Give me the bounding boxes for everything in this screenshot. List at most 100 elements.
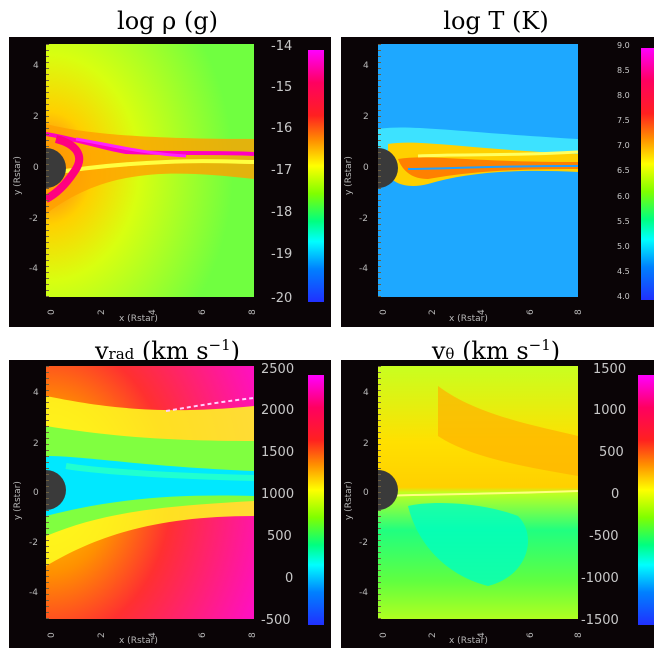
x-axis-label: x (Rstar) xyxy=(449,636,488,646)
x-tick-label: 0 xyxy=(47,632,57,638)
density-map xyxy=(46,44,254,297)
colorbar-tick: -14 xyxy=(271,39,293,54)
x-tick-label: 8 xyxy=(574,309,584,315)
panel-theta-velocity: vθ (km s−1) xyxy=(335,330,657,650)
y-tick-label: -4 xyxy=(29,588,38,598)
x-tick-label: 8 xyxy=(574,632,584,638)
y-axis-label: y (Rstar) xyxy=(13,156,23,195)
colorbar-tick: 500 xyxy=(599,445,624,460)
temperature-map xyxy=(378,44,578,297)
y-tick-label: -2 xyxy=(29,214,38,224)
colorbar-tick: 4.0 xyxy=(617,292,630,301)
plot-frame: 4 2 0 -2 -4 y (Rstar) 0 2 4 6 8 x (Rstar… xyxy=(9,37,331,327)
simulation-image xyxy=(378,366,578,619)
panel-temperature: log T (K) 4 2 0 -2 -4 y (Rstar) 0 2 4 6 … xyxy=(335,0,657,330)
x-axis-label: x (Rstar) xyxy=(119,636,158,646)
x-tick-label: 0 xyxy=(379,309,389,315)
title-close: ) xyxy=(550,337,561,365)
colorbar-tick: 6.0 xyxy=(617,192,630,201)
y-axis-ticks xyxy=(46,44,49,297)
x-tick-label: 2 xyxy=(428,309,438,315)
colorbar xyxy=(638,375,654,625)
colorbar-tick: 0 xyxy=(611,487,620,502)
y-tick-label: 4 xyxy=(363,388,369,398)
x-axis-label: x (Rstar) xyxy=(449,314,488,324)
plot-frame: 4 2 0 -2 -4 y (Rstar) 0 2 4 6 8 x (Rstar… xyxy=(9,360,331,648)
radial-velocity-map xyxy=(46,366,254,619)
x-tick-label: 6 xyxy=(526,309,536,315)
title-main: v xyxy=(94,337,109,365)
colorbar xyxy=(308,50,324,302)
panel-radial-velocity: vrad (km s−1) xyxy=(0,330,335,650)
colorbar-tick: 7.0 xyxy=(617,141,630,150)
panel-density: log ρ (g) xyxy=(0,0,335,330)
colorbar-tick: 2500 xyxy=(261,362,295,377)
x-tick-label: 8 xyxy=(248,309,258,315)
colorbar-tick: -19 xyxy=(271,247,293,262)
colorbar-tick: 9.0 xyxy=(617,41,630,50)
x-tick-label: 2 xyxy=(97,632,107,638)
x-tick-label: 6 xyxy=(198,632,208,638)
simulation-image xyxy=(46,366,254,619)
colorbar-tick: -500 xyxy=(589,529,619,544)
colorbar-tick: 8.5 xyxy=(617,66,630,75)
y-tick-label: -4 xyxy=(359,264,368,274)
colorbar-tick: 5.5 xyxy=(617,217,630,226)
x-tick-label: 0 xyxy=(379,632,389,638)
y-tick-label: 2 xyxy=(33,439,39,449)
y-tick-label: 0 xyxy=(363,488,369,498)
colorbar-tick: 7.5 xyxy=(617,116,630,125)
colorbar-tick: 1500 xyxy=(261,445,295,460)
colorbar-tick: -16 xyxy=(271,121,293,136)
plot-frame: 4 2 0 -2 -4 y (Rstar) 0 2 4 6 8 x (Rstar… xyxy=(341,37,654,327)
title-sup: −1 xyxy=(208,336,231,354)
y-axis-label: y (Rstar) xyxy=(344,481,354,520)
y-axis-label: y (Rstar) xyxy=(344,156,354,195)
colorbar-tick: -15 xyxy=(271,80,293,95)
x-tick-label: 6 xyxy=(198,309,208,315)
colorbar-tick: -500 xyxy=(261,613,291,628)
colorbar-tick: 4.5 xyxy=(617,267,630,276)
simulation-image xyxy=(378,44,578,297)
y-axis-ticks xyxy=(378,366,381,619)
title-main: v xyxy=(431,337,446,365)
x-tick-label: 2 xyxy=(97,309,107,315)
y-tick-label: 2 xyxy=(363,439,369,449)
y-tick-label: 0 xyxy=(363,163,369,173)
colorbar-tick: 5.0 xyxy=(617,242,630,251)
y-tick-label: -2 xyxy=(29,538,38,548)
colorbar-tick: 8.0 xyxy=(617,91,630,100)
simulation-image xyxy=(46,44,254,297)
colorbar-tick: 500 xyxy=(267,529,292,544)
y-axis-ticks xyxy=(46,366,49,619)
plot-frame: 4 2 0 -2 -4 y (Rstar) 0 2 4 6 8 x (Rstar… xyxy=(341,360,654,648)
y-tick-label: 4 xyxy=(363,61,369,71)
colorbar-tick: -18 xyxy=(271,205,293,220)
colorbar-tick: 1500 xyxy=(593,362,627,377)
y-axis-label: y (Rstar) xyxy=(13,481,23,520)
x-tick-label: 0 xyxy=(47,309,57,315)
colorbar-tick: -17 xyxy=(271,163,293,178)
title-sub: rad xyxy=(108,345,135,363)
y-tick-label: 2 xyxy=(363,112,369,122)
y-tick-label: -4 xyxy=(359,588,368,598)
y-tick-label: -2 xyxy=(359,538,368,548)
y-tick-label: -2 xyxy=(359,214,368,224)
title-sub: θ xyxy=(445,345,455,363)
x-axis-label: x (Rstar) xyxy=(119,314,158,324)
title-sup: −1 xyxy=(528,336,551,354)
colorbar-tick: 2000 xyxy=(261,403,295,418)
colorbar-tick: -1000 xyxy=(581,571,619,586)
theta-velocity-map xyxy=(378,366,578,619)
x-tick-label: 8 xyxy=(248,632,258,638)
x-tick-label: 2 xyxy=(428,632,438,638)
colorbar-tick: -1500 xyxy=(581,613,619,628)
x-tick-label: 6 xyxy=(526,632,536,638)
colorbar xyxy=(308,375,324,625)
colorbar xyxy=(641,48,654,300)
title-close: ) xyxy=(230,337,241,365)
y-tick-label: 0 xyxy=(33,488,39,498)
y-tick-label: -4 xyxy=(29,264,38,274)
y-tick-label: 2 xyxy=(33,112,39,122)
colorbar-tick: 1000 xyxy=(261,487,295,502)
